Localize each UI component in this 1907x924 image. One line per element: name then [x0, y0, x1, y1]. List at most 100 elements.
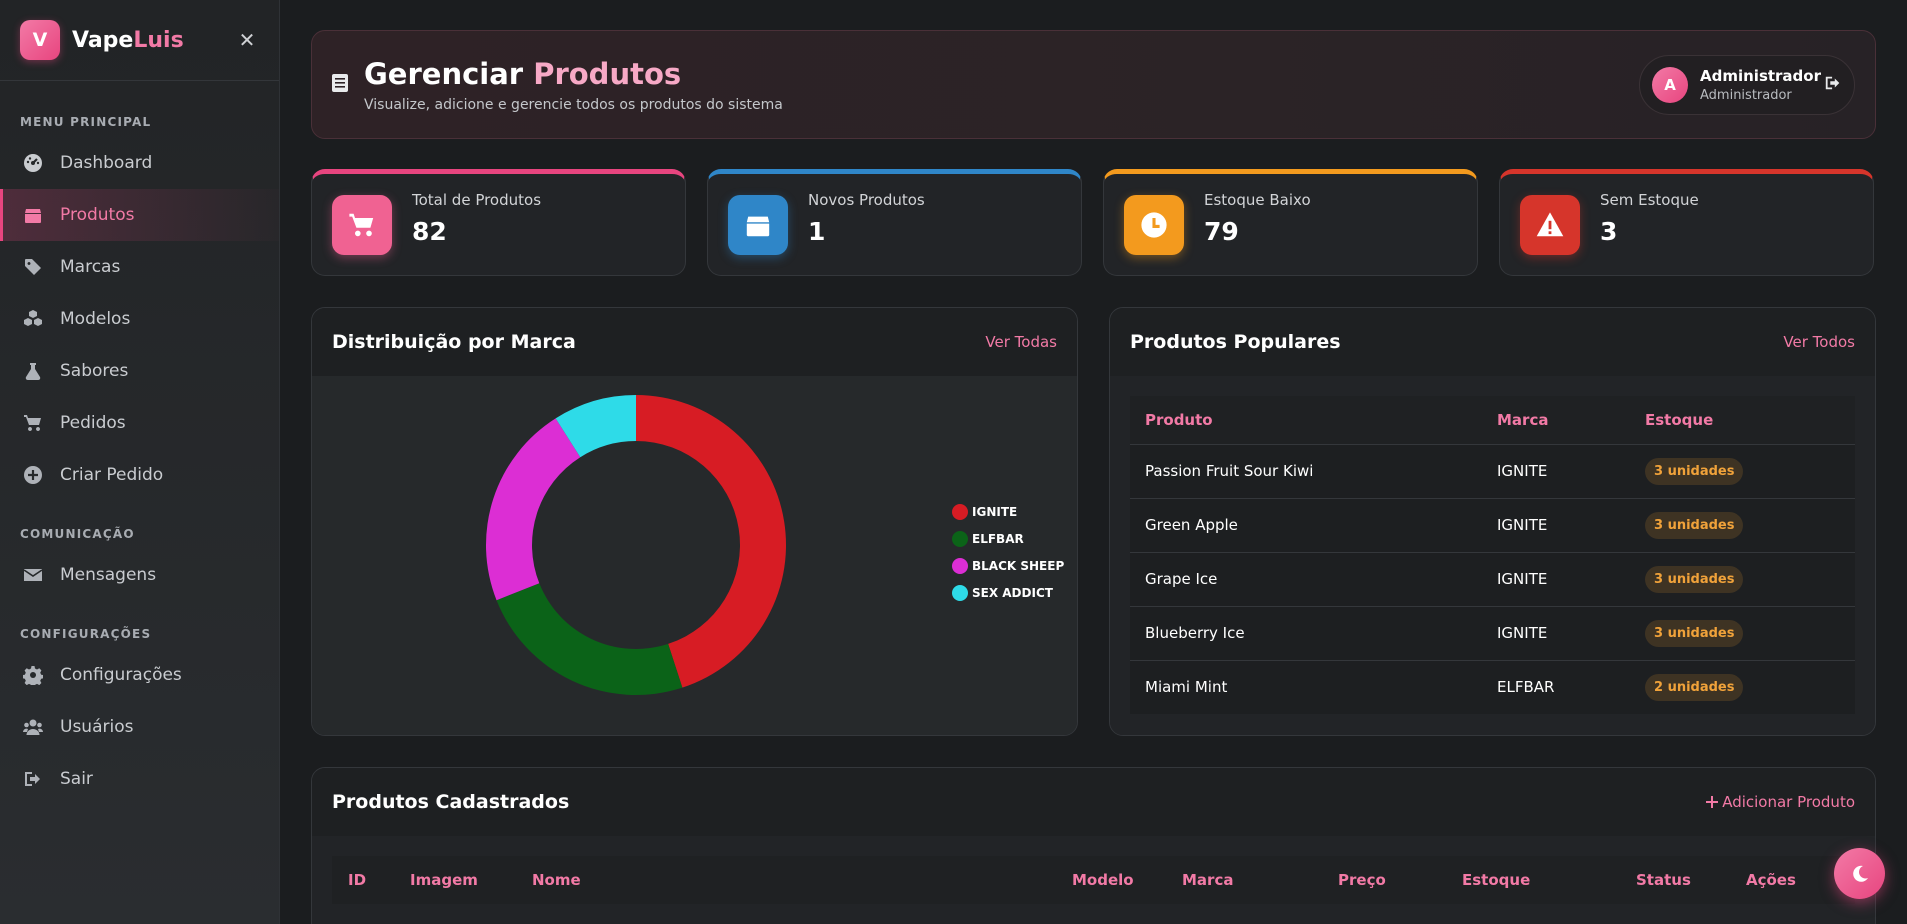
cubes-icon [22, 308, 44, 330]
view-all-products-link[interactable]: Ver Todos [1783, 333, 1855, 351]
sidebar-item-usuarios[interactable]: Usuários [0, 701, 279, 753]
stat-value: 82 [412, 217, 447, 246]
sidebar-nav: MENU PRINCIPAL Dashboard Produtos Marcas Mod… [0, 113, 279, 805]
sidebar-item-criar-pedido[interactable]: Criar Pedido [0, 449, 279, 501]
brand-name[interactable]: VapeLuis [72, 28, 184, 53]
stock-badge: 3 unidades [1645, 565, 1744, 593]
column-header-estoque[interactable]: Estoque [1630, 396, 1855, 444]
column-header-modelo[interactable]: Modelo [1056, 856, 1166, 904]
legend-swatch [952, 503, 968, 520]
column-header-imagem[interactable]: Imagem [394, 856, 516, 904]
sidebar-item-label: Sair [60, 769, 93, 789]
legend-item-ignite[interactable]: IGNITE [952, 498, 1064, 525]
logout-button[interactable] [1824, 74, 1842, 96]
sidebar-item-sair[interactable]: Sair [0, 753, 279, 805]
moon-icon [1850, 864, 1870, 884]
product-stock: 2 unidades [1630, 659, 1855, 714]
close-sidebar-button[interactable]: ✕ [235, 28, 259, 52]
sidebar-item-mensagens[interactable]: Mensagens [0, 549, 279, 601]
plus-circle-icon [22, 464, 44, 486]
product-name: Miami Mint [1130, 659, 1482, 714]
column-header-status[interactable]: Status [1620, 856, 1730, 904]
stat-label: Total de Produtos [412, 191, 542, 209]
donut-slice-sex-addict[interactable] [555, 395, 636, 458]
page-title-part1: Gerenciar [364, 56, 524, 91]
envelope-icon [22, 564, 44, 586]
stock-badge: 2 unidades [1645, 673, 1744, 701]
column-header-produto[interactable]: Produto [1130, 396, 1482, 444]
sidebar-item-label: Marcas [60, 257, 121, 277]
legend-item-sex-addict[interactable]: SEX ADDICT [952, 579, 1064, 606]
product-stock: 3 unidades [1630, 551, 1855, 606]
product-stock: 3 unidades [1630, 497, 1855, 552]
product-name: Green Apple [1130, 497, 1482, 552]
product-brand: IGNITE [1482, 443, 1630, 498]
donut-slice-ignite[interactable] [636, 395, 786, 688]
chart-legend: IGNITE ELFBAR BLACK SHEEP SEX ADDICT [952, 498, 1064, 606]
legend-label: BLACK SHEEP [972, 558, 1065, 573]
donut-slice-black-sheep[interactable] [486, 418, 581, 601]
gauge-icon [22, 152, 44, 174]
main-content: Gerenciar Produtos Visualize, adicione e… [311, 30, 1876, 924]
theme-toggle-button[interactable] [1834, 848, 1885, 899]
popular-products-table: Produto Marca Estoque Passion Fruit Sour K… [1130, 396, 1855, 714]
box-icon [728, 194, 788, 255]
popular-title: Produtos Populares [1130, 331, 1341, 353]
brand-logo[interactable]: V [20, 20, 60, 60]
sidebar-item-label: Mensagens [60, 565, 157, 585]
stat-label: Estoque Baixo [1204, 191, 1311, 209]
product-name: Blueberry Ice [1130, 605, 1482, 660]
cart-icon [332, 194, 392, 255]
column-header-marca[interactable]: Marca [1482, 396, 1630, 444]
column-header-nome[interactable]: Nome [516, 856, 1056, 904]
close-icon: ✕ [238, 28, 256, 52]
sidebar-item-marcas[interactable]: Marcas [0, 241, 279, 293]
legend-item-black-sheep[interactable]: BLACK SHEEP [952, 552, 1064, 579]
table-row[interactable]: Green Apple IGNITE 3 unidades [1130, 497, 1855, 552]
add-product-button[interactable]: Adicionar Produto [1706, 793, 1855, 811]
sidebar-item-configuracoes[interactable]: Configurações [0, 649, 279, 701]
column-header-id[interactable]: ID [332, 856, 394, 904]
stat-value: 79 [1204, 217, 1239, 246]
column-header-marca[interactable]: Marca [1166, 856, 1322, 904]
menu-section-title: COMUNICAÇÃO [20, 527, 135, 541]
stat-card-total-de-produtos: Total de Produtos 82 [311, 169, 686, 276]
column-header-estoque[interactable]: Estoque [1446, 856, 1620, 904]
column-header-preco[interactable]: Preço [1322, 856, 1446, 904]
product-stock: 3 unidades [1630, 443, 1855, 498]
sidebar-item-label: Criar Pedido [60, 465, 164, 485]
brand-logo-letter: V [32, 29, 48, 51]
table-row[interactable]: Miami Mint ELFBAR 2 unidades [1130, 659, 1855, 714]
product-brand: ELFBAR [1482, 659, 1630, 714]
legend-label: ELFBAR [972, 531, 1024, 546]
table-row[interactable]: Blueberry Ice IGNITE 3 unidades [1130, 605, 1855, 660]
user-menu[interactable]: A Administrador Administrador [1639, 54, 1855, 115]
menu-section: CONFIGURAÇÕES Configurações Usuários Sair [0, 625, 279, 805]
legend-item-elfbar[interactable]: ELFBAR [952, 525, 1064, 552]
sidebar-item-pedidos[interactable]: Pedidos [0, 397, 279, 449]
cart-icon [22, 412, 44, 434]
panels-row: Distribuição por Marca Ver Todas IGNITE E… [311, 307, 1876, 736]
user-role: Administrador [1700, 87, 1792, 103]
stat-label: Novos Produtos [808, 191, 925, 209]
donut-slice-elfbar[interactable] [496, 583, 683, 695]
sidebar-item-dashboard[interactable]: Dashboard [0, 137, 279, 189]
page-header: Gerenciar Produtos Visualize, adicione e… [311, 30, 1876, 139]
products-panel: Produtos Cadastrados Adicionar Produto I… [311, 767, 1876, 924]
stats-row: Total de Produtos 82 Novos Produtos 1 Estoqu… [311, 169, 1876, 276]
stock-badge: 3 unidades [1645, 511, 1744, 539]
plus-icon [1706, 796, 1718, 808]
stat-card-sem-estoque: Sem Estoque 3 [1499, 169, 1874, 276]
sidebar-item-modelos[interactable]: Modelos [0, 293, 279, 345]
sidebar-item-produtos[interactable]: Produtos [0, 189, 279, 241]
table-row[interactable]: Grape Ice IGNITE 3 unidades [1130, 551, 1855, 606]
view-all-brands-link[interactable]: Ver Todas [985, 333, 1057, 351]
sidebar-item-label: Pedidos [60, 413, 126, 433]
page-title: Gerenciar Produtos [364, 57, 783, 91]
table-row[interactable]: Passion Fruit Sour Kiwi IGNITE 3 unidades [1130, 443, 1855, 498]
brand-name-part2: Luis [133, 27, 184, 53]
sidebar-item-sabores[interactable]: Sabores [0, 345, 279, 397]
product-brand: IGNITE [1482, 497, 1630, 552]
stock-badge: 3 unidades [1645, 457, 1744, 485]
gear-icon [22, 664, 44, 686]
